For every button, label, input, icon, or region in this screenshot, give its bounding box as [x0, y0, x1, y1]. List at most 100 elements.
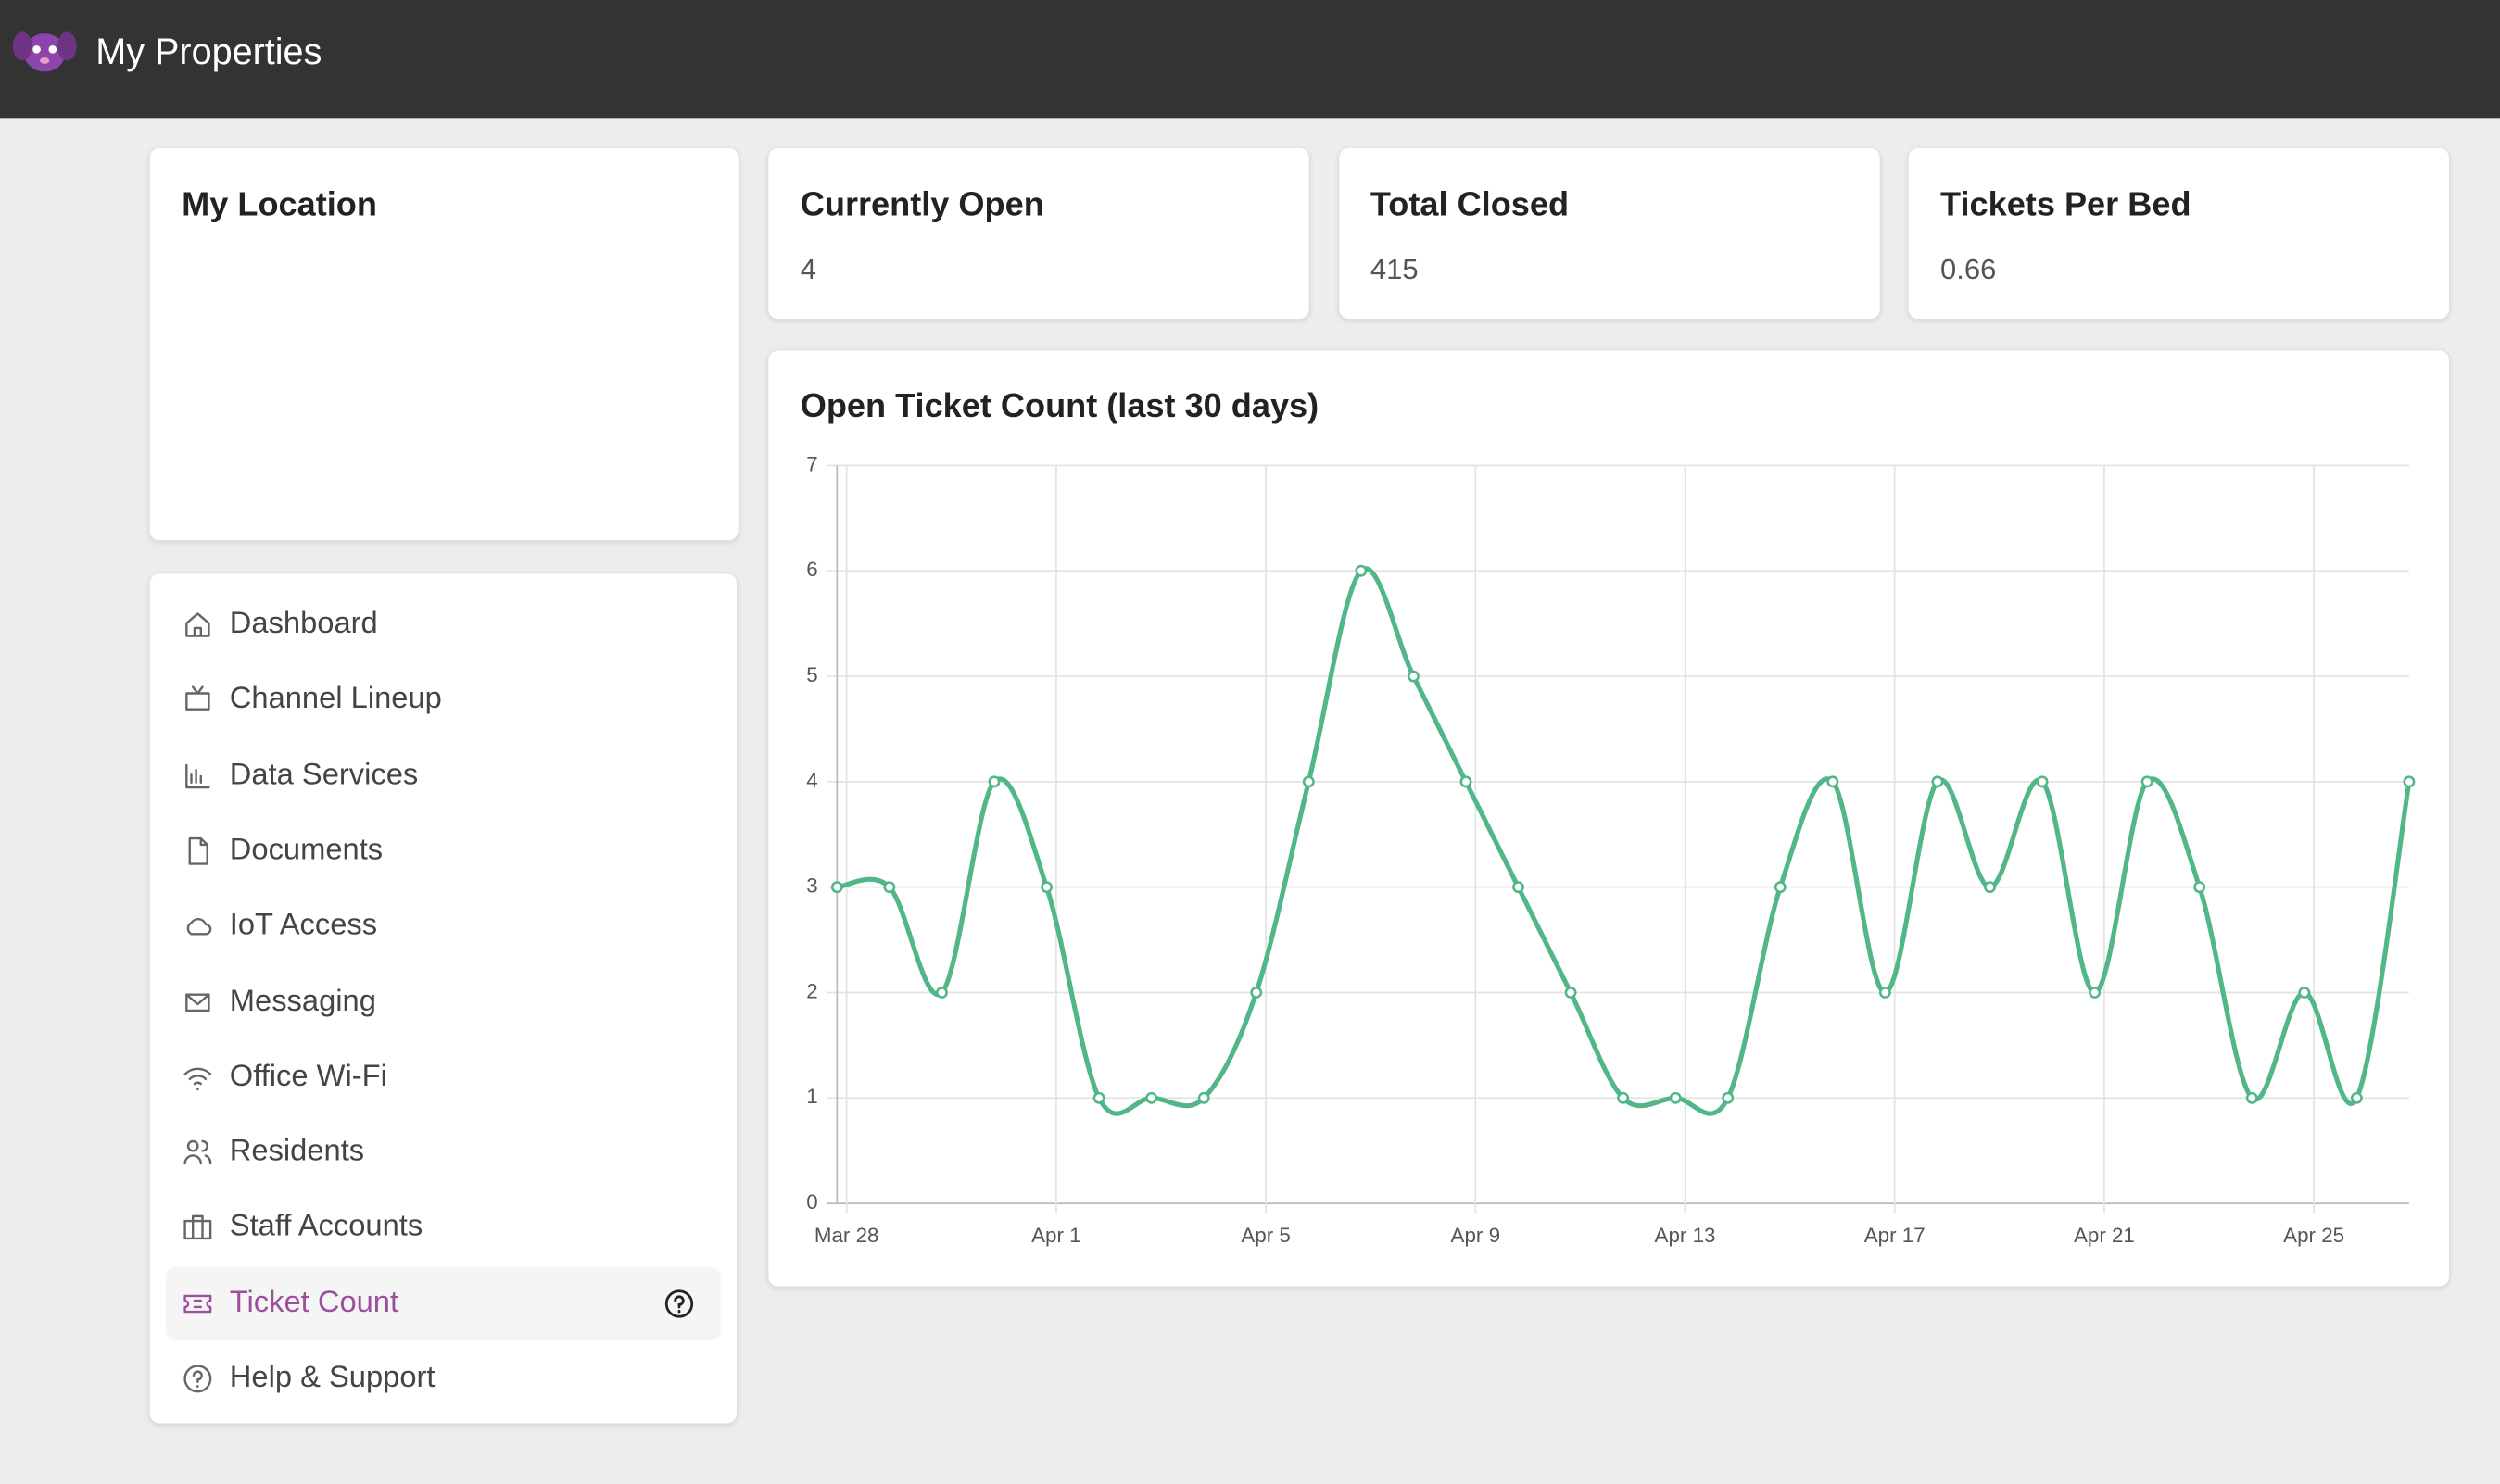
data-point [1355, 564, 1368, 577]
data-point [1302, 775, 1315, 788]
nav-icon [185, 992, 210, 1012]
stat-card: Tickets Per Bed 0.66 [1908, 148, 2449, 320]
y-tick-label: 4 [806, 769, 817, 792]
icon-shape [188, 836, 208, 865]
nav-label: Staff Accounts [229, 1210, 423, 1244]
data-point [1250, 987, 1263, 999]
data-point [2350, 1091, 2363, 1104]
nav-item[interactable]: Documents [166, 814, 721, 887]
x-tick-label: Apr 9 [1451, 1224, 1500, 1247]
data-point [1564, 987, 1577, 999]
icon-shape [183, 1139, 212, 1165]
data-point [1092, 1091, 1105, 1104]
nav-label: Messaging [229, 984, 376, 1018]
icon-shape [185, 992, 210, 1012]
line-series [836, 566, 2412, 1116]
side-nav: Dashboard Channel Lineup Data Services Docu… [149, 573, 737, 1424]
nav-item[interactable]: Staff Accounts [166, 1191, 721, 1264]
data-point [1512, 881, 1524, 894]
nav-icon [188, 836, 208, 865]
nav-icon [185, 685, 210, 711]
help-icon[interactable] [663, 1288, 695, 1319]
stat-card: Total Closed 415 [1338, 148, 1879, 320]
y-tick-label: 2 [806, 979, 817, 1002]
x-tick-label: Apr 25 [2283, 1224, 2344, 1247]
nav-icon [183, 1294, 212, 1313]
nav-item[interactable]: Help & Support [166, 1342, 721, 1415]
chart-card: Open Ticket Count (last 30 days) 0 1 2 3 4 5 6… [768, 350, 2449, 1287]
nav-label: Data Services [229, 758, 419, 792]
y-tick-label: 6 [806, 558, 817, 581]
nav-icon [186, 918, 212, 936]
x-tick-label: Apr 13 [1655, 1224, 1716, 1247]
nav-label: Ticket Count [229, 1286, 399, 1320]
stat-value: 0.66 [1940, 253, 1997, 285]
data-point [2245, 1091, 2258, 1104]
data-point [2193, 881, 2206, 894]
card-title: My Location [182, 186, 377, 223]
nav-item[interactable]: Data Services [166, 739, 721, 812]
data-point [1826, 775, 1839, 788]
x-tick-label: Apr 5 [1241, 1224, 1290, 1247]
nav-icon [183, 1067, 212, 1090]
data-point [1197, 1091, 1210, 1104]
nav-item[interactable]: Messaging [166, 965, 721, 1038]
x-tick-label: Mar 28 [814, 1224, 879, 1247]
data-point [1984, 881, 1996, 894]
stat-value: 4 [800, 253, 817, 285]
nav-item[interactable]: Channel Lineup [166, 663, 721, 736]
stat-title: Total Closed [1370, 186, 1570, 223]
chart: Open Ticket Count (last 30 days) 0 1 2 3 4 5 6… [801, 386, 2416, 1247]
icon-shape [186, 918, 212, 936]
nav-item[interactable]: Dashboard [166, 588, 721, 661]
stat-value: 415 [1370, 253, 1419, 285]
data-point [2036, 775, 2049, 788]
logo[interactable] [12, 26, 77, 77]
data-point [1722, 1091, 1735, 1104]
icon-shape [185, 612, 210, 637]
y-tick-label: 3 [806, 874, 817, 898]
x-tick-label: Apr 1 [1031, 1224, 1080, 1247]
x-tick-label: Apr 17 [1864, 1224, 1926, 1247]
data-point [2403, 775, 2416, 788]
data-point [1931, 775, 1944, 788]
data-point [2298, 987, 2311, 999]
data-point [2089, 987, 2102, 999]
nav-label: Documents [229, 833, 384, 867]
icon-shape [183, 1365, 212, 1393]
nav-label: Residents [229, 1135, 365, 1169]
chart-title: Open Ticket Count (last 30 days) [801, 386, 1319, 424]
y-tick-label: 0 [806, 1190, 817, 1214]
data-point [1459, 775, 1472, 788]
data-point [935, 987, 948, 999]
data-point [2140, 775, 2153, 788]
nav-icon [183, 1215, 212, 1240]
nav-item[interactable]: Office Wi-Fi [166, 1040, 721, 1113]
data-point [1669, 1091, 1682, 1104]
stat-title: Currently Open [800, 186, 1044, 223]
stat-title: Tickets Per Bed [1940, 186, 2191, 223]
top-bar: My Properties [0, 0, 2500, 119]
app-title: My Properties [95, 30, 322, 72]
nav-item[interactable]: IoT Access [166, 889, 721, 962]
nav-label: Dashboard [229, 607, 378, 641]
icon-shape [664, 1289, 694, 1318]
nav-item[interactable]: Ticket Count [165, 1266, 721, 1340]
nav-icon [183, 1139, 212, 1165]
nav-item[interactable]: Residents [166, 1116, 721, 1189]
y-tick-label: 5 [806, 663, 817, 686]
icon-shape [183, 1294, 212, 1313]
data-point [1878, 987, 1891, 999]
data-point [1774, 881, 1787, 894]
data-point [1407, 670, 1420, 683]
stat-card: Currently Open 4 [768, 148, 1309, 320]
icon-shape [183, 1067, 212, 1090]
nav-icon [185, 763, 210, 788]
nav-label: IoT Access [229, 909, 378, 943]
data-point [1041, 881, 1054, 894]
icon-shape [185, 763, 210, 788]
nav-icon [185, 612, 210, 637]
icon-shape [183, 1215, 212, 1240]
data-point [988, 775, 1001, 788]
